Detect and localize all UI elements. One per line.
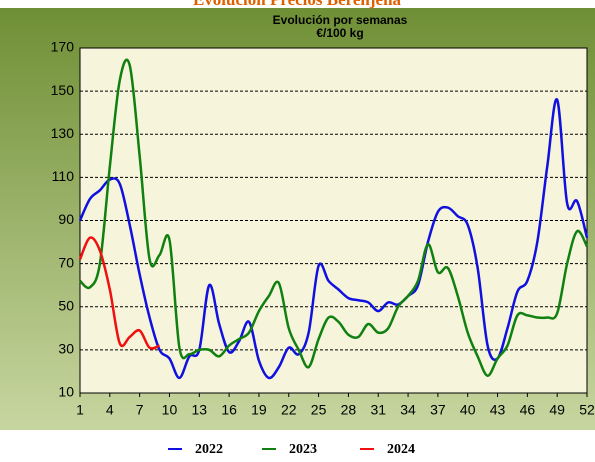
x-tick-label: 46 [520,402,536,418]
series-line [78,98,589,380]
legend-label: 2022 [195,442,223,457]
y-tick-label: 10 [58,384,74,400]
x-tick-label: 52 [579,402,595,418]
legend-label: 2024 [387,442,415,457]
y-tick-label: 110 [52,168,75,184]
y-tick-label: 30 [58,341,74,357]
x-tick-label: 1 [76,402,84,418]
chart-title: Evolución por semanas [273,13,408,27]
y-tick-label: 150 [51,82,75,98]
x-tick-label: 25 [311,402,327,418]
y-tick-label: 130 [51,125,75,141]
x-tick-label: 19 [251,402,267,418]
y-tick-label: 50 [58,297,74,313]
series-line [78,236,160,350]
x-tick-label: 10 [162,402,178,418]
y-tick-label: 90 [58,211,74,227]
x-tick-label: 28 [341,402,357,418]
x-tick-label: 7 [136,402,144,418]
y-tick-label: 170 [51,39,75,55]
y-tick-label: 70 [58,254,74,270]
x-tick-label: 31 [370,402,386,418]
x-tick-label: 34 [400,402,416,418]
x-tick-label: 13 [192,402,208,418]
chart-subtitle: €/100 kg [316,26,363,40]
x-tick-label: 22 [281,402,297,418]
x-tick-label: 49 [549,402,565,418]
x-tick-label: 43 [490,402,506,418]
x-tick-label: 4 [106,402,114,418]
legend-label: 2023 [289,442,317,457]
series-line [79,58,589,377]
page-title: Evolución Precios Berenjena [193,0,402,9]
x-tick-label: 16 [221,402,237,418]
x-tick-label: 37 [430,402,446,418]
x-tick-label: 40 [460,402,476,418]
